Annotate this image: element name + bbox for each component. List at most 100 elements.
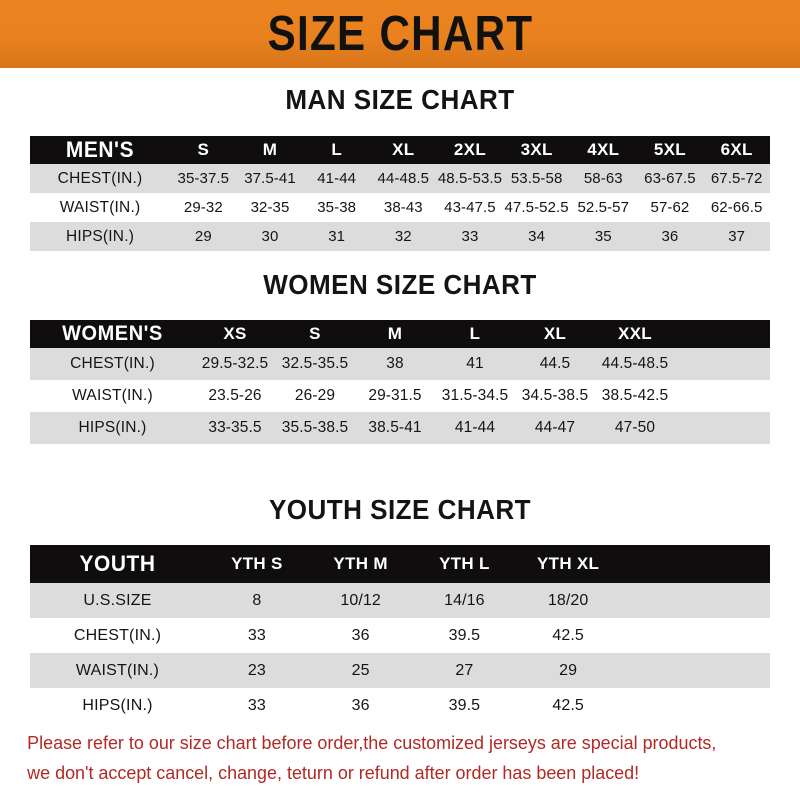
column-header: XXL (618, 324, 652, 343)
table-row: HIPS(IN.) 33 36 39.5 42.5 (30, 688, 770, 723)
table-cell: 63-67.5 (644, 170, 696, 187)
column-header: S (197, 140, 210, 159)
table-cell: 47.5-52.5 (504, 199, 569, 216)
row-label: CHEST(IN.) (70, 355, 155, 372)
youth-size-table: YOUTH YTH S YTH M YTH L YTH XL U.S.SIZE 8 10/1… (30, 545, 770, 723)
table-cell: 37 (728, 228, 746, 245)
table-cell: 34 (528, 228, 546, 245)
table-cell: 34.5-38.5 (521, 387, 589, 404)
table-header-row: YOUTH YTH S YTH M YTH L YTH XL (30, 545, 770, 583)
table-cell: 43-47.5 (444, 199, 496, 216)
table-label-header: MEN'S (65, 137, 135, 162)
table-cell: 33-35.5 (208, 419, 262, 436)
table-cell: 58-63 (583, 170, 623, 187)
table-row: CHEST(IN.) 33 36 39.5 42.5 (30, 618, 770, 653)
table-cell: 42.5 (552, 696, 584, 714)
table-cell: 41 (466, 355, 484, 372)
table-cell: 29-32 (183, 199, 223, 216)
column-header: YTH XL (537, 554, 600, 573)
column-header: XL (392, 140, 415, 159)
table-cell: 26-29 (294, 387, 336, 404)
row-label: HIPS(IN.) (65, 227, 135, 245)
column-header: L (331, 140, 342, 159)
table-label-header: YOUTH (79, 551, 156, 576)
column-header: 5XL (653, 140, 686, 159)
table-cell: 39.5 (448, 696, 481, 714)
men-table-head: MEN'S S M L XL 2XL 3XL 4XL 5XL 6XL (30, 136, 770, 164)
section-heading-youth: YOUTH SIZE CHART (268, 494, 532, 525)
table-row: HIPS(IN.) 33-35.5 35.5-38.5 38.5-41 41-44 44-… (30, 412, 770, 444)
table-header-row: MEN'S S M L XL 2XL 3XL 4XL 5XL 6XL (30, 136, 770, 164)
table-cell: 53.5-58 (510, 170, 563, 187)
table-cell: 47-50 (614, 419, 656, 436)
women-table-head: WOMEN'S XS S M L XL XXL (30, 320, 770, 348)
table-cell: 32 (394, 228, 412, 245)
table-cell: 36 (351, 696, 370, 714)
table-cell-spacer (620, 653, 770, 688)
row-label: WAIST(IN.) (59, 198, 141, 216)
column-header-spacer (620, 545, 770, 583)
table-cell: 42.5 (552, 626, 584, 644)
column-header: YTH S (231, 554, 283, 573)
table-cell: 37.5-41 (244, 170, 296, 187)
table-cell: 23.5-26 (208, 387, 262, 404)
column-header: S (309, 324, 321, 343)
column-header: M (262, 140, 278, 159)
table-cell: 14/16 (444, 591, 485, 609)
table-cell: 62-66.5 (710, 199, 763, 216)
table-cell: 10/12 (340, 591, 381, 609)
table-cell: 32.5-35.5 (281, 355, 349, 372)
table-cell: 41-44 (454, 419, 496, 436)
table-cell: 52.5-57 (577, 199, 630, 216)
youth-table-head: YOUTH YTH S YTH M YTH L YTH XL (30, 545, 770, 583)
column-header: 6XL (720, 140, 753, 159)
row-label: U.S.SIZE (83, 591, 152, 609)
row-label: WAIST(IN.) (72, 387, 153, 404)
table-cell: 29 (194, 228, 212, 245)
table-cell: 44.5 (539, 355, 571, 372)
table-cell: 44-47 (534, 419, 576, 436)
table-row: CHEST(IN.) 29.5-32.5 32.5-35.5 38 41 44.5 44.5… (30, 348, 770, 380)
table-cell-spacer (675, 412, 770, 444)
column-header: YTH M (333, 554, 388, 573)
column-header: L (469, 324, 481, 343)
men-size-table: MEN'S S M L XL 2XL 3XL 4XL 5XL 6XL CHEST(IN.) 35-3… (30, 136, 770, 251)
row-label: HIPS(IN.) (78, 419, 147, 436)
column-header-spacer (675, 320, 770, 348)
column-header: XL (543, 324, 567, 343)
table-cell: 25 (351, 661, 370, 679)
table-cell: 33 (247, 696, 266, 714)
women-table-body: CHEST(IN.) 29.5-32.5 32.5-35.5 38 41 44.5 44.5… (30, 348, 770, 444)
section-heading-man: MAN SIZE CHART (285, 84, 515, 115)
footer-line-1: Please refer to our size chart before or… (27, 732, 717, 753)
row-label: CHEST(IN.) (73, 626, 162, 644)
table-cell: 67.5-72 (710, 170, 763, 187)
column-header: 2XL (453, 140, 486, 159)
women-size-table: WOMEN'S XS S M L XL XXL CHEST(IN.) 29.5-32.5 32.… (30, 320, 770, 444)
table-row: HIPS(IN.) 29 30 31 32 33 34 35 36 37 (30, 222, 770, 251)
table-cell-spacer (620, 688, 770, 723)
table-row: CHEST(IN.) 35-37.5 37.5-41 41-44 44-48.5 48.5… (30, 164, 770, 193)
footer-disclaimer: Please refer to our size chart before or… (0, 728, 776, 788)
table-cell: 31.5-34.5 (441, 387, 509, 404)
table-cell: 35 (594, 228, 612, 245)
column-header: 4XL (587, 140, 620, 159)
row-label: WAIST(IN.) (75, 661, 160, 679)
table-cell: 27 (455, 661, 474, 679)
table-cell: 38.5-41 (368, 419, 422, 436)
table-cell-spacer (620, 583, 770, 618)
table-cell: 23 (247, 661, 266, 679)
men-table-body: CHEST(IN.) 35-37.5 37.5-41 41-44 44-48.5 48.5… (30, 164, 770, 251)
table-cell: 36 (351, 626, 370, 644)
table-cell: 33 (461, 228, 479, 245)
table-cell: 48.5-53.5 (437, 170, 503, 187)
table-cell-spacer (675, 380, 770, 412)
table-cell: 39.5 (448, 626, 481, 644)
column-header: XS (223, 324, 247, 343)
table-cell: 33 (247, 626, 266, 644)
table-row: U.S.SIZE 8 10/12 14/16 18/20 (30, 583, 770, 618)
row-label: HIPS(IN.) (82, 696, 153, 714)
page-banner: SIZE CHART (0, 0, 800, 68)
table-cell: 41-44 (317, 170, 357, 187)
